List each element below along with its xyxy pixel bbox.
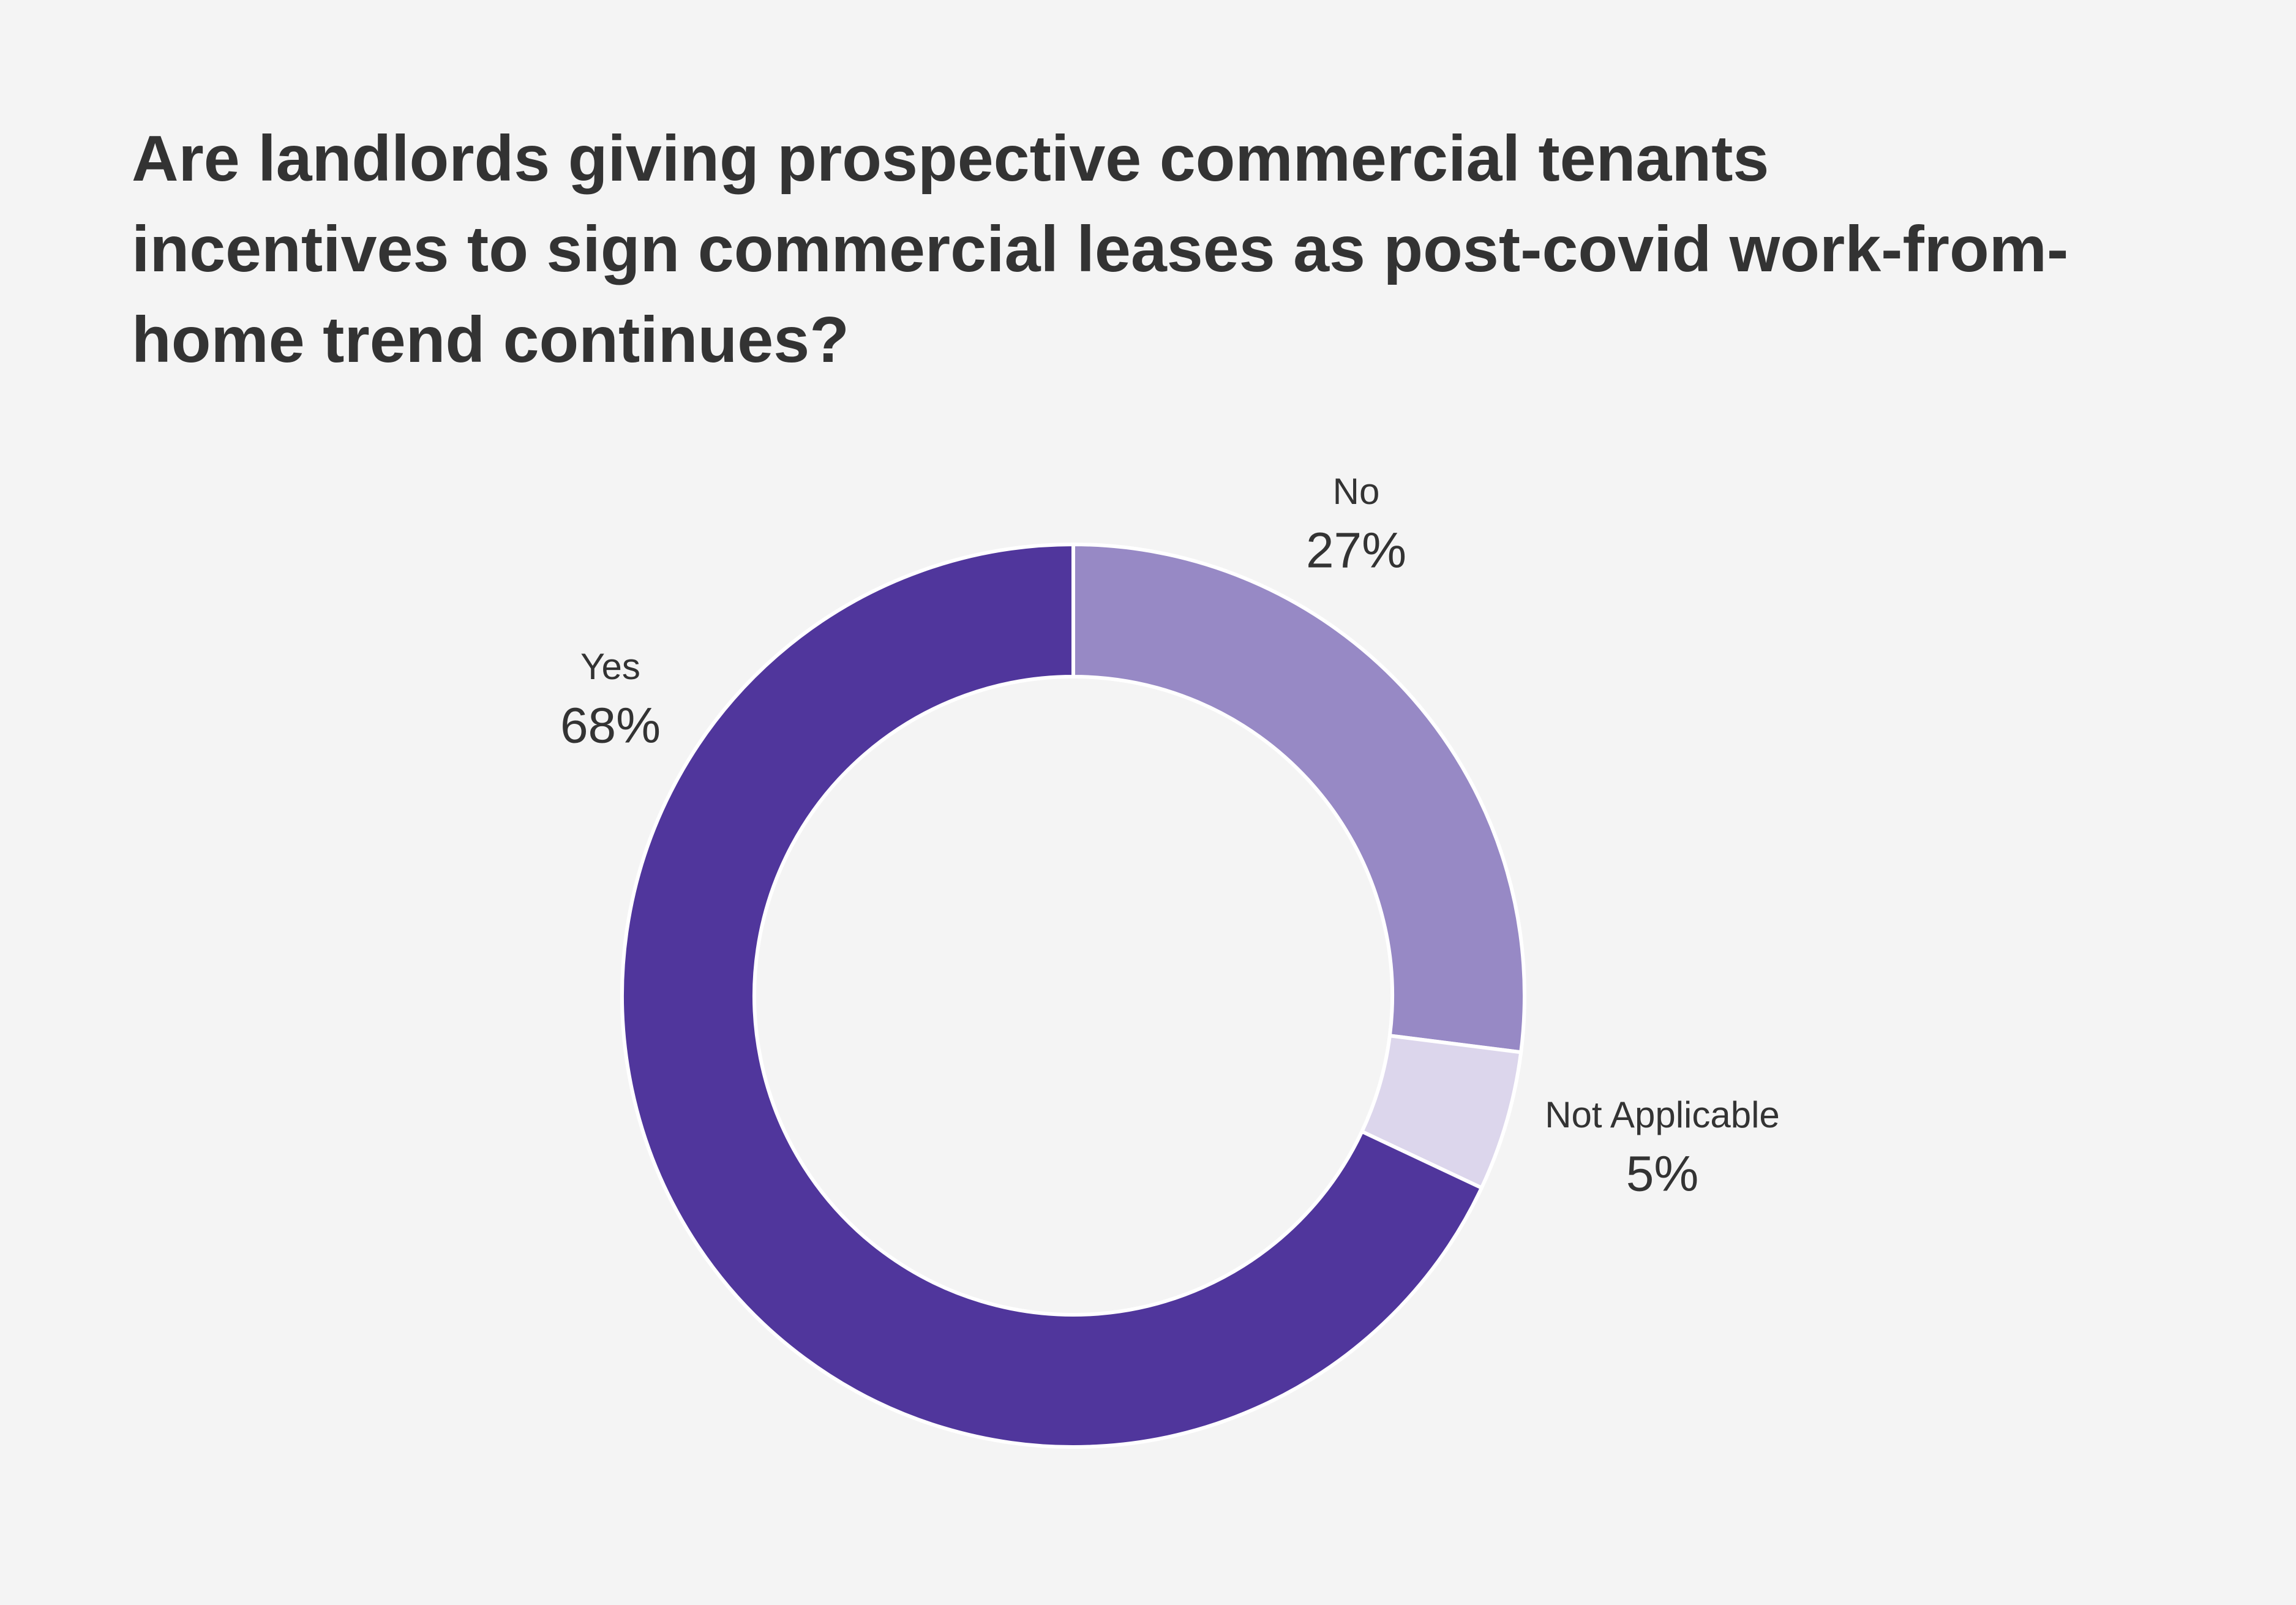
slice-value-label: 5% [1626,1146,1699,1202]
slice-value-label: 68% [560,698,661,754]
chart-title: Are landlords giving prospective commerc… [132,122,2069,376]
slice-category-label: Not Applicable [1545,1094,1780,1135]
slice-category-label: No [1333,471,1380,512]
donut-slice [620,542,1484,1449]
donut-slice [1071,542,1526,1054]
slice-value-label: 27% [1306,523,1406,579]
slice-category-label: Yes [580,646,640,687]
